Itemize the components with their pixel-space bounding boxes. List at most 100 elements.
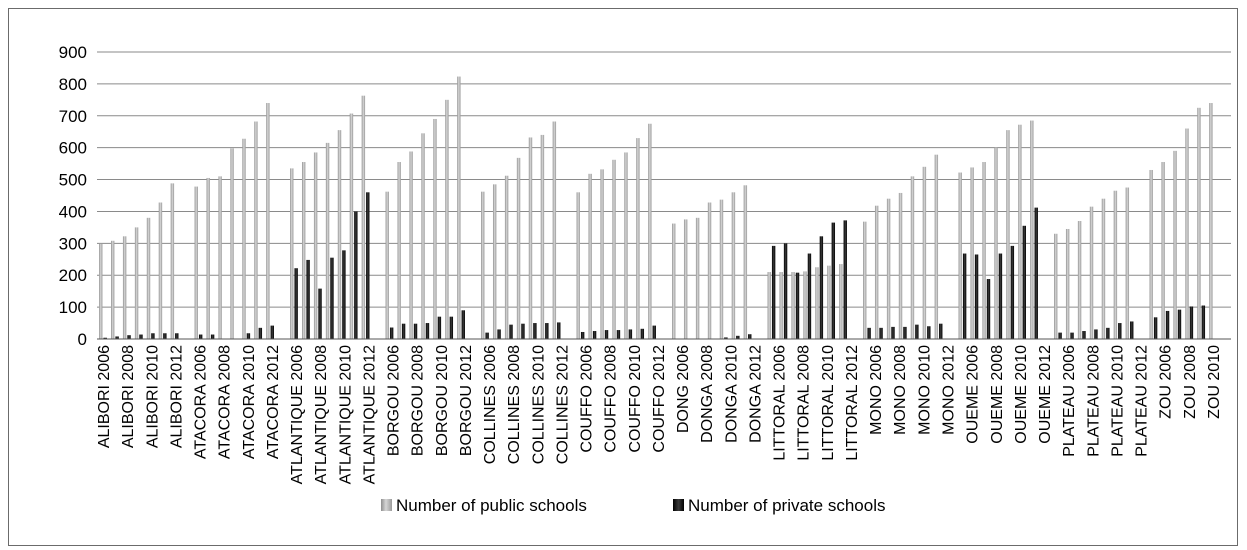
public-schools-bar [122, 236, 127, 339]
x-tick-label: ATLANTIQUE 2012 [361, 345, 378, 484]
public-schools-bar [409, 151, 413, 339]
public-schools-bar [958, 172, 962, 339]
private-schools-bar [843, 220, 847, 339]
x-tick-label: MONO 2012 [941, 345, 958, 435]
x-tick-label: MONO 2010 [916, 345, 933, 435]
public-schools-bar [779, 272, 783, 339]
private-schools-bar [425, 323, 430, 339]
public-schools-bar [1065, 228, 1070, 339]
public-schools-bar [624, 152, 628, 339]
y-tick-label: 100 [59, 298, 87, 317]
private-schools-bar [962, 253, 967, 339]
public-schools-bar [588, 173, 592, 339]
private-schools-bar [1153, 317, 1158, 339]
public-schools-bar [874, 205, 879, 339]
x-tick-label: PLATEAU 2012 [1134, 345, 1151, 457]
public-schools-bar [218, 176, 222, 339]
public-schools-bar [803, 271, 807, 339]
x-tick-label: BORGOU 2006 [386, 345, 403, 456]
public-schools-bar [1161, 162, 1165, 339]
private-schools-bar [1094, 329, 1098, 339]
public-schools-bar [898, 192, 903, 339]
x-tick-label: DONGA 2012 [747, 345, 764, 443]
private-schools-bar [139, 334, 143, 339]
public-schools-bar [707, 202, 712, 339]
y-tick-label: 900 [59, 43, 87, 62]
public-schools-bar [827, 265, 831, 339]
public-schools-bar [325, 142, 330, 339]
private-schools-bar [1165, 310, 1170, 339]
public-schools-bar [540, 134, 545, 339]
private-schools-bar [1189, 306, 1194, 339]
private-schools-bar [891, 326, 895, 339]
public-schools-bar [445, 99, 449, 339]
public-schools-bar [791, 272, 795, 339]
x-tick-label: OUEME 2012 [1037, 345, 1054, 444]
x-tick-label: ALIBORI 2012 [168, 345, 185, 448]
x-tick-label: LITTORAL 2012 [844, 345, 861, 461]
x-tick-label: ATACORA 2010 [241, 345, 258, 459]
public-schools-bar [767, 272, 771, 339]
x-tick-label: BORGOU 2010 [434, 345, 451, 456]
x-tick-label: COUFFO 2006 [579, 345, 596, 453]
private-schools-bar [198, 334, 203, 339]
public-schools-bar [254, 121, 258, 339]
public-schools-bar [134, 227, 139, 339]
private-schools-bar [1022, 225, 1027, 339]
x-tick-label: COLLINES 2010 [530, 345, 547, 464]
public-schools-bar [349, 113, 354, 339]
y-axis-ticks: 0 100 200 300 400 500 600 700 800 900 [59, 43, 87, 349]
y-tick-label: 400 [59, 202, 87, 221]
x-tick-label: COUFFO 2008 [603, 345, 620, 453]
y-tick-label: 600 [59, 139, 87, 158]
public-schools-bar [481, 191, 485, 339]
private-schools-bar [724, 337, 728, 339]
public-schools-bar [743, 185, 748, 339]
chart-frame: 0 100 200 300 400 500 600 700 800 900 ALIBORI 200… [8, 8, 1238, 546]
private-schools-bar [592, 331, 597, 339]
public-schools-bar [146, 217, 151, 339]
public-schools-bar [266, 103, 270, 340]
private-schools-bar [103, 337, 107, 339]
public-schools-bar [170, 183, 175, 339]
x-tick-label: DONG 2006 [675, 345, 692, 433]
public-schools-bar [230, 148, 234, 339]
public-schools-bar [1018, 124, 1022, 339]
private-schools-bar [628, 329, 633, 339]
private-schools-bar [998, 253, 1003, 339]
public-schools-bar [1113, 190, 1118, 339]
private-schools-bar [1201, 305, 1206, 339]
x-tick-label: ATACORA 2012 [265, 345, 282, 459]
public-schools-bar [1185, 128, 1189, 339]
x-tick-label: ATLANTIQUE 2010 [337, 345, 354, 484]
x-tick-label: BORGOU 2008 [410, 345, 427, 456]
private-schools-bar [461, 310, 465, 339]
private-schools-bar [342, 250, 346, 339]
private-schools-bar [1130, 321, 1134, 339]
x-tick-label: ATACORA 2008 [217, 345, 234, 459]
public-schools-bar [970, 167, 974, 339]
private-schools-bar [306, 259, 310, 339]
x-tick-label: COLLINES 2008 [506, 345, 523, 464]
public-schools-bar [922, 166, 927, 339]
public-schools-bar [886, 198, 891, 339]
x-tick-label: ZOU 2008 [1182, 345, 1199, 419]
public-schools-bar [206, 177, 210, 339]
x-tick-label: ALIBORI 2008 [120, 345, 137, 448]
public-schools-bar [301, 162, 306, 339]
public-schools-bar [1125, 187, 1130, 339]
x-axis-ticks: ALIBORI 2006 ALIBORI 2008 ALIBORI 2010 ALIB… [96, 338, 1231, 484]
private-schools-bar [1058, 332, 1062, 339]
private-schools-bar [1118, 323, 1122, 339]
public-schools-bar [648, 123, 652, 339]
private-schools-bar [1177, 309, 1182, 339]
x-tick-label: ZOU 2006 [1158, 345, 1175, 419]
private-schools-bar [1034, 207, 1038, 339]
public-schools-bar [433, 118, 437, 339]
public-schools-bar [1149, 169, 1153, 339]
x-tick-label: OUEME 2008 [989, 345, 1006, 444]
private-schools-bar [867, 327, 871, 339]
public-schools-bar [361, 95, 366, 339]
public-schools-bar [695, 217, 700, 339]
x-tick-label: COUFFO 2010 [627, 345, 644, 453]
